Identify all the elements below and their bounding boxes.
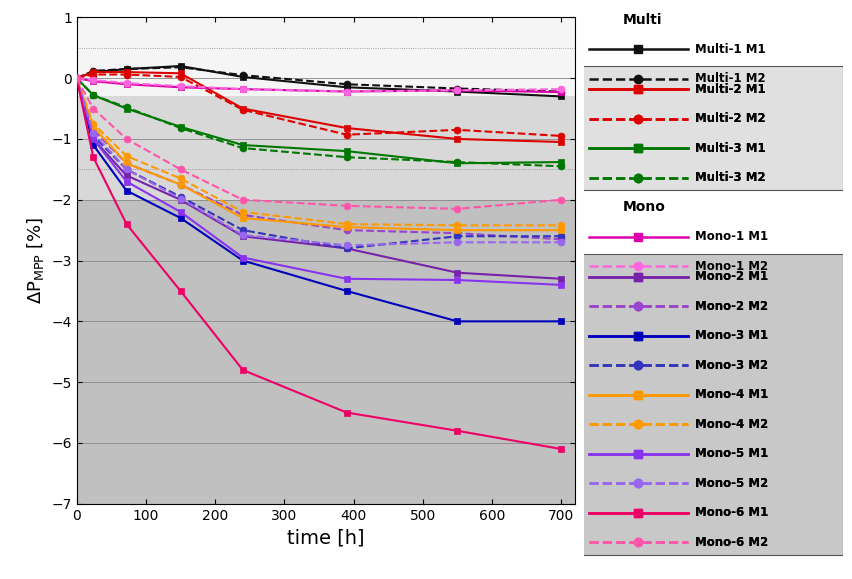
- Text: Mono-3 M2: Mono-3 M2: [695, 359, 769, 372]
- Text: Mono-4 M1: Mono-4 M1: [695, 388, 769, 401]
- FancyBboxPatch shape: [582, 254, 843, 555]
- Text: Mono-5 M2: Mono-5 M2: [695, 477, 769, 490]
- Text: Multi-1 M2: Multi-1 M2: [695, 72, 766, 86]
- Text: Multi-3 M2: Multi-3 M2: [695, 171, 766, 184]
- Text: Mono-4 M1: Mono-4 M1: [695, 388, 769, 401]
- Text: Mono-6 M2: Mono-6 M2: [695, 536, 769, 549]
- Text: Multi: Multi: [623, 13, 662, 27]
- Bar: [77, 17, 575, 97]
- Bar: [77, 97, 575, 200]
- Text: Mono-3 M2: Mono-3 M2: [695, 359, 769, 372]
- Text: Mono-3 M1: Mono-3 M1: [695, 329, 769, 342]
- Text: Mono-2 M1: Mono-2 M1: [695, 270, 769, 283]
- Text: Mono-5 M2: Mono-5 M2: [695, 477, 769, 490]
- Text: Multi-2 M2: Multi-2 M2: [695, 112, 766, 125]
- Text: Multi-3 M1: Multi-3 M1: [695, 142, 766, 155]
- X-axis label: time [h]: time [h]: [287, 528, 365, 547]
- Text: Multi-2 M1: Multi-2 M1: [695, 83, 766, 96]
- Text: Mono-6 M1: Mono-6 M1: [695, 506, 769, 519]
- Text: Multi-1 M1: Multi-1 M1: [695, 43, 766, 56]
- Text: Mono-6 M2: Mono-6 M2: [695, 536, 769, 549]
- Text: Mono-2 M2: Mono-2 M2: [695, 300, 769, 313]
- Text: Mono-4 M2: Mono-4 M2: [695, 417, 769, 431]
- Bar: [77, 200, 575, 504]
- Text: Mono-5 M1: Mono-5 M1: [695, 447, 769, 460]
- Text: Multi-3 M1: Multi-3 M1: [695, 142, 766, 155]
- Text: Multi-2 M1: Multi-2 M1: [695, 83, 766, 96]
- Text: Mono-1 M1: Mono-1 M1: [695, 230, 769, 243]
- Text: Mono-2 M2: Mono-2 M2: [695, 300, 769, 313]
- Text: Mono-5 M1: Mono-5 M1: [695, 447, 769, 460]
- Y-axis label: $\Delta$P$_{\rm MPP}$ [%]: $\Delta$P$_{\rm MPP}$ [%]: [25, 217, 46, 304]
- Text: Mono: Mono: [623, 200, 665, 214]
- Text: Mono-6 M1: Mono-6 M1: [695, 506, 769, 519]
- Text: Mono-2 M1: Mono-2 M1: [695, 270, 769, 283]
- FancyBboxPatch shape: [582, 67, 843, 190]
- Text: Mono-1 M2: Mono-1 M2: [695, 260, 769, 273]
- Text: Mono-3 M1: Mono-3 M1: [695, 329, 769, 342]
- Text: Multi-2 M2: Multi-2 M2: [695, 112, 766, 125]
- Text: Multi-3 M2: Multi-3 M2: [695, 171, 766, 184]
- Text: Mono-4 M2: Mono-4 M2: [695, 417, 769, 431]
